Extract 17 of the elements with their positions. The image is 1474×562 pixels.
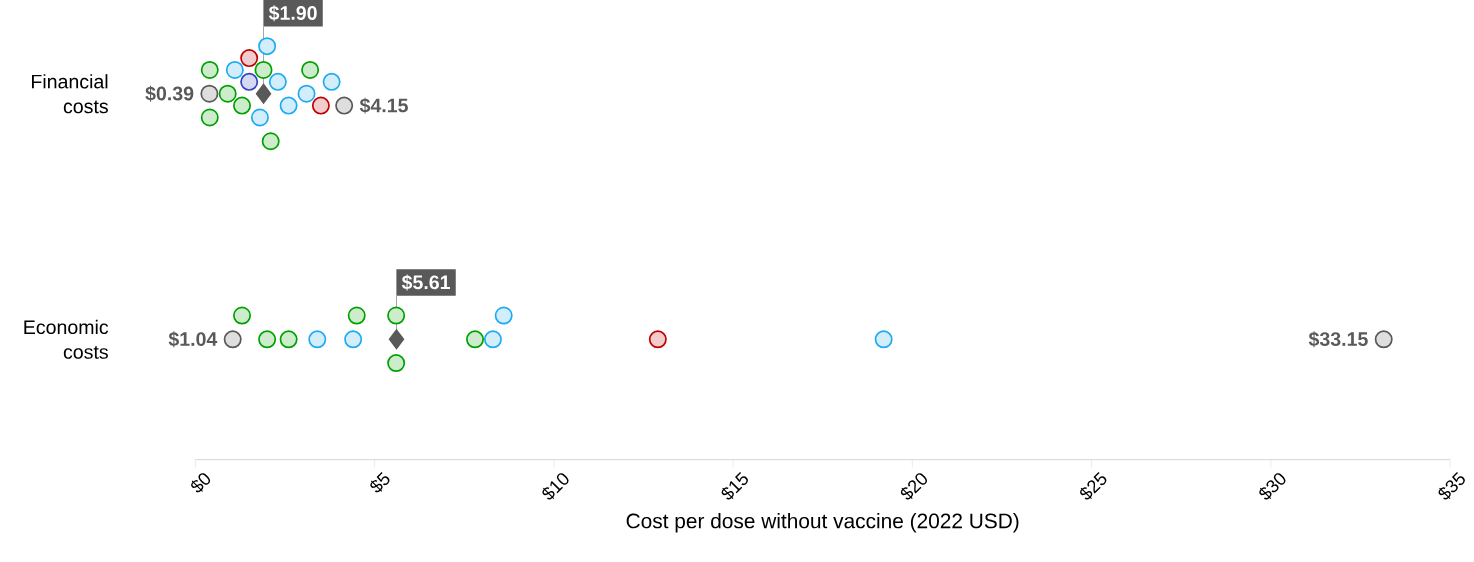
data-label: $0.39 [145,85,194,102]
x-tick-label: $0 [191,473,211,493]
x-tick-label: $20 [900,473,927,500]
x-tick-label: $10 [542,473,569,500]
data-label: $1.04 [168,331,218,348]
data-label: $33.15 [1308,331,1368,348]
x-axis-title: Cost per dose without vaccine (2022 USD) [626,512,1019,533]
x-tick-label: $35 [1438,471,1465,500]
x-tick-label: $5 [370,471,390,493]
data-label: $1.90 [268,5,317,22]
data-label: $4.15 [359,97,408,114]
y-tick-label: Economic costs [24,319,109,359]
y-tick-label: Financial costs [31,74,108,114]
x-tick-label: $30 [1259,473,1286,500]
x-tick-label: $25 [1080,471,1107,500]
data-label: $5.61 [401,274,450,291]
x-tick-label: $15 [721,471,748,500]
